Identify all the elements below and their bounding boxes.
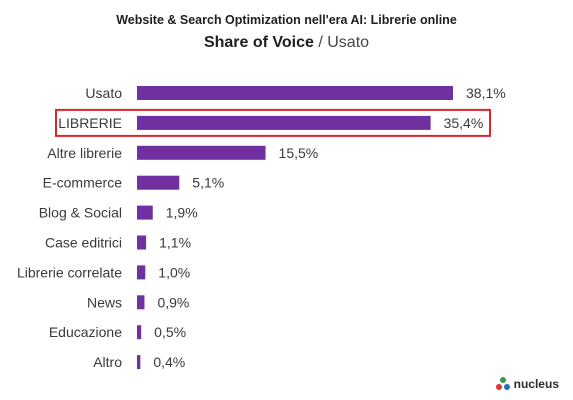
bar-blog-social: [137, 205, 153, 220]
value-label-case-editrici: 1,1%: [159, 235, 191, 251]
value-label-librerie: 35,4%: [444, 115, 484, 131]
bar-news: [137, 295, 145, 310]
category-label-news: News: [87, 294, 122, 310]
category-label-blog-social: Blog & Social: [39, 205, 122, 221]
value-label-news: 0,9%: [157, 294, 189, 310]
category-label-librerie-correlate: Librerie correlate: [17, 264, 122, 280]
category-label-altre-librerie: Altre librerie: [47, 145, 122, 161]
chart-subtitle: Share of Voice / Usato: [0, 34, 573, 52]
bar-e-commerce: [137, 175, 180, 190]
category-label-case-editrici: Case editrici: [45, 235, 122, 251]
category-label-usato: Usato: [85, 85, 122, 101]
category-label-educazione: Educazione: [49, 324, 122, 340]
bar-librerie-correlate: [137, 265, 146, 280]
highlight-box: [55, 108, 491, 137]
bar-librerie: [137, 115, 431, 130]
value-label-blog-social: 1,9%: [166, 205, 198, 221]
chart-title: Website & Search Optimization nell'era A…: [116, 13, 457, 27]
nucleus-logo-icon: [495, 377, 510, 390]
category-label-altro: Altro: [93, 354, 122, 370]
value-label-e-commerce: 5,1%: [192, 175, 224, 191]
bar-usato: [137, 86, 453, 100]
bar-educazione: [137, 325, 142, 340]
bar-altro: [137, 355, 141, 370]
value-label-librerie-correlate: 1,0%: [158, 264, 190, 280]
subtitle-rest: / Usato: [313, 34, 370, 51]
category-label-librerie: LIBRERIE: [58, 115, 122, 131]
value-label-educazione: 0,5%: [154, 324, 186, 340]
value-label-altre-librerie: 15,5%: [279, 145, 319, 161]
value-label-altro: 0,4%: [153, 354, 185, 370]
category-label-e-commerce: E-commerce: [43, 175, 123, 191]
logo-text: nucleus: [513, 377, 559, 391]
bar-case-editrici: [137, 235, 147, 250]
value-label-usato: 38,1%: [466, 85, 506, 101]
subtitle-strong: Share of Voice: [203, 34, 314, 51]
bar-altre-librerie: [137, 145, 266, 160]
brand-logo: nucleus: [495, 376, 559, 392]
